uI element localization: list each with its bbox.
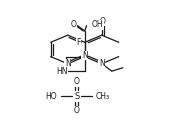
Text: HO: HO — [45, 92, 57, 101]
Text: OH: OH — [92, 20, 104, 29]
Text: O: O — [74, 77, 80, 86]
Text: HN: HN — [56, 68, 67, 76]
Text: N: N — [82, 51, 88, 60]
Text: S: S — [74, 92, 80, 101]
Text: O: O — [100, 17, 106, 26]
Text: O: O — [74, 106, 80, 115]
Text: N: N — [99, 59, 105, 68]
Text: N: N — [65, 59, 71, 68]
Text: F: F — [77, 38, 81, 47]
Text: O: O — [71, 20, 77, 28]
Text: CH₃: CH₃ — [95, 92, 109, 101]
